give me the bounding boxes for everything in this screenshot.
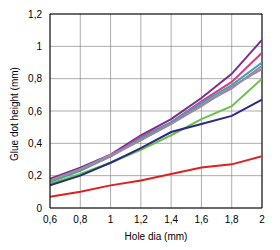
svg-text:1,2: 1,2: [134, 214, 148, 225]
svg-text:0,6: 0,6: [43, 214, 57, 225]
svg-text:0,8: 0,8: [28, 73, 42, 84]
svg-text:1,2: 1,2: [28, 9, 42, 20]
svg-text:Glue dot height (mm): Glue dot height (mm): [9, 67, 20, 161]
svg-text:1: 1: [36, 41, 42, 52]
svg-text:0: 0: [36, 203, 42, 214]
svg-text:0,2: 0,2: [28, 170, 42, 181]
svg-text:0,8: 0,8: [73, 214, 87, 225]
svg-text:1,8: 1,8: [225, 214, 239, 225]
svg-text:2: 2: [259, 214, 265, 225]
svg-text:1,6: 1,6: [194, 214, 208, 225]
svg-text:Hole dia (mm): Hole dia (mm): [125, 231, 188, 242]
svg-text:0,6: 0,6: [28, 106, 42, 117]
svg-text:1,4: 1,4: [164, 214, 178, 225]
svg-text:1: 1: [108, 214, 114, 225]
svg-text:0,4: 0,4: [28, 138, 42, 149]
